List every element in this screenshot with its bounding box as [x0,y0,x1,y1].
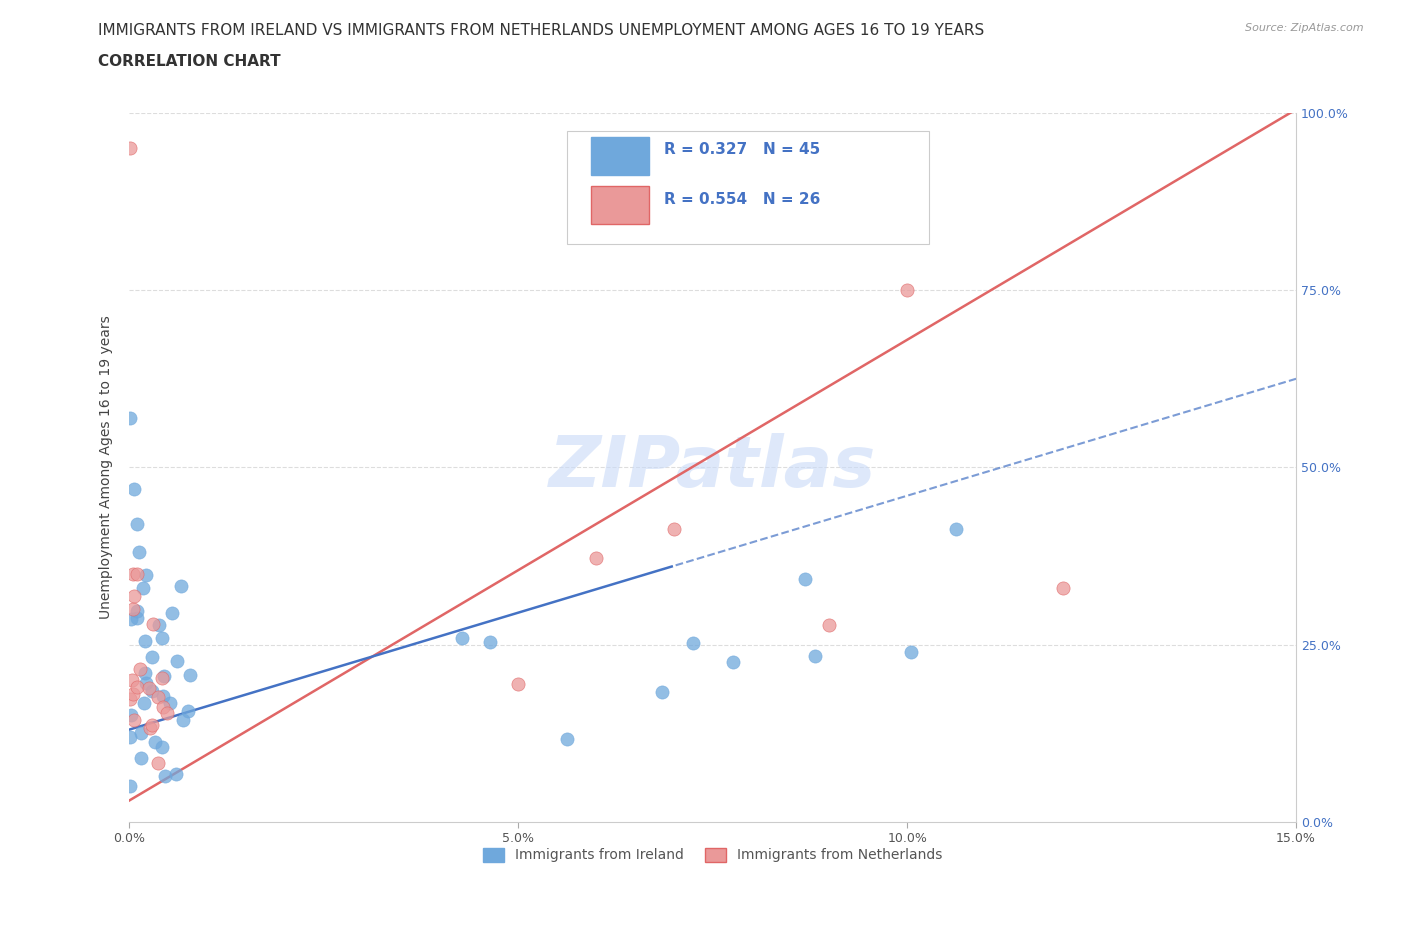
Point [120,410,142,425]
Point [153,769,176,784]
Point [682,635,704,650]
Point [900,644,922,659]
Text: IMMIGRANTS FROM IRELAND VS IMMIGRANTS FROM NETHERLANDS UNEMPLOYMENT AMONG AGES 1: IMMIGRANTS FROM IRELAND VS IMMIGRANTS FR… [98,23,984,38]
Point [159,696,181,711]
Point [129,751,152,765]
Point [132,580,155,595]
Point [129,725,152,740]
Point [146,689,169,704]
Point [127,517,149,532]
Text: R = 0.327   N = 45: R = 0.327 N = 45 [664,142,820,157]
Text: Source: ZipAtlas.com: Source: ZipAtlas.com [1246,23,1364,33]
Text: ZIPatlas: ZIPatlas [548,432,876,502]
Text: R = 0.554   N = 26: R = 0.554 N = 26 [664,192,820,207]
Point [120,612,142,627]
Point [122,481,145,496]
Point [585,551,607,565]
Point [118,141,141,156]
Point [1052,580,1074,595]
Point [135,567,157,582]
Point [143,735,166,750]
Point [122,589,145,604]
Point [179,668,201,683]
Point [121,566,143,581]
Point [172,713,194,728]
Point [134,696,156,711]
Point [128,545,150,560]
Point [122,686,145,701]
Y-axis label: Unemployment Among Ages 16 to 19 years: Unemployment Among Ages 16 to 19 years [100,315,114,619]
Point [148,756,170,771]
Point [721,655,744,670]
Point [818,618,841,632]
Point [121,672,143,687]
Point [120,729,142,744]
Point [148,618,170,632]
Point [127,604,149,618]
Point [804,649,827,664]
Point [557,732,579,747]
Point [156,705,179,720]
Point [662,521,685,536]
Point [141,717,163,732]
Point [152,699,174,714]
Point [508,676,530,691]
Point [160,605,183,620]
Point [127,566,149,581]
Point [122,602,145,617]
FancyBboxPatch shape [567,131,928,244]
FancyBboxPatch shape [592,186,648,224]
Point [127,680,149,695]
Point [134,633,156,648]
Point [122,712,145,727]
Legend: Immigrants from Ireland, Immigrants from Netherlands: Immigrants from Ireland, Immigrants from… [478,842,948,868]
Point [152,689,174,704]
Point [150,631,173,645]
Point [166,654,188,669]
Point [150,739,173,754]
Point [139,721,162,736]
Point [794,571,817,586]
Point [129,661,152,676]
Point [153,669,176,684]
Point [120,692,142,707]
Point [479,635,502,650]
Point [170,578,193,593]
Point [165,766,187,781]
FancyBboxPatch shape [592,137,648,175]
Point [120,778,142,793]
Point [150,671,173,685]
Point [120,708,142,723]
Point [138,681,160,696]
Point [945,522,967,537]
Point [125,611,148,626]
Point [450,631,472,645]
Point [896,283,918,298]
Point [141,649,163,664]
Point [651,684,673,699]
Text: CORRELATION CHART: CORRELATION CHART [98,54,281,69]
Point [141,684,163,698]
Point [177,704,200,719]
Point [135,676,157,691]
Point [142,617,165,631]
Point [134,666,156,681]
